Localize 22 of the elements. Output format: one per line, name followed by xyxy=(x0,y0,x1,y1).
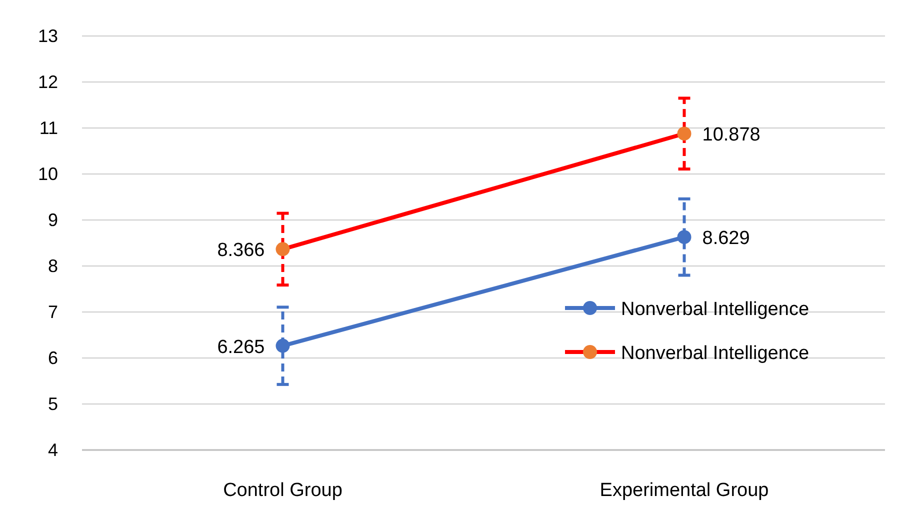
data-label: 6.265 xyxy=(217,336,265,358)
data-label: 8.629 xyxy=(702,228,750,250)
point xyxy=(276,242,290,256)
x-tick-label: Control Group xyxy=(223,480,342,501)
y-tick-label: 4 xyxy=(48,440,58,460)
y-tick-label: 9 xyxy=(48,210,58,230)
legend-label: Nonverbal Intelligence xyxy=(621,299,810,320)
point xyxy=(677,230,692,244)
point xyxy=(677,126,692,141)
y-tick-label: 12 xyxy=(38,72,58,92)
data-label: 8.366 xyxy=(217,240,265,262)
legend-label: Nonverbal Intelligence xyxy=(621,343,810,364)
y-tick-label: 6 xyxy=(48,348,58,368)
y-tick-label: 7 xyxy=(48,302,58,322)
x-tick-label: Experimental Group xyxy=(600,480,769,501)
y-tick-label: 5 xyxy=(48,394,58,414)
point xyxy=(276,338,290,353)
y-tick-label: 11 xyxy=(39,118,58,138)
y-tick-label: 8 xyxy=(48,256,58,276)
y-tick-label: 10 xyxy=(38,164,58,184)
data-label: 10.878 xyxy=(702,124,760,146)
y-tick-label: 13 xyxy=(38,26,58,46)
